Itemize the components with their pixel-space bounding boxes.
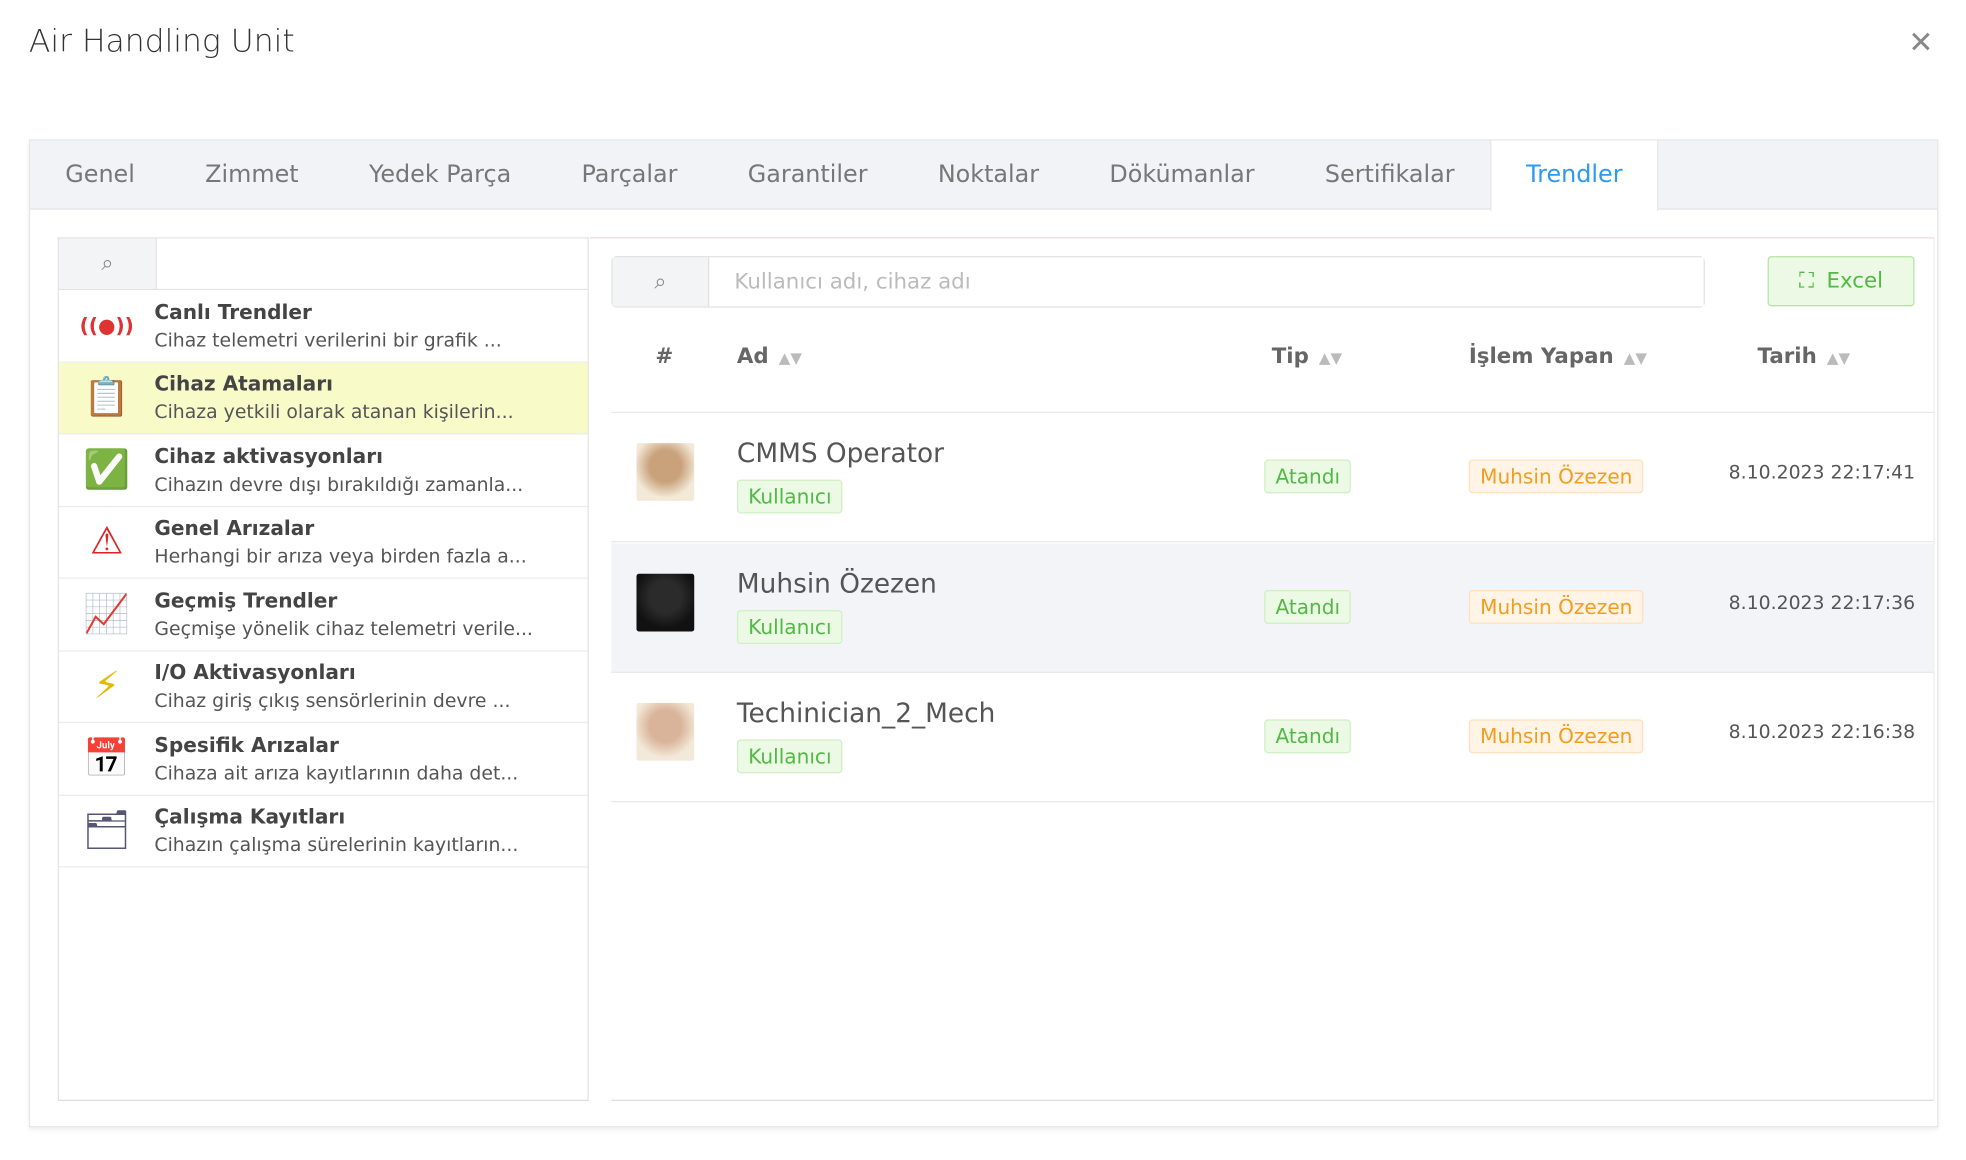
history-chart-icon: 📈 <box>83 592 131 637</box>
tab-noktalar[interactable]: Noktalar <box>937 160 1040 189</box>
assignment-document-icon: 📋 <box>83 375 131 420</box>
column-tarih[interactable]: Tarih ▲▼ <box>1758 344 1850 369</box>
search-box: ⌕ <box>611 256 1705 308</box>
excel-button[interactable]: ⛶ Excel <box>1767 256 1915 307</box>
sidebar-item-title: Canlı Trendler <box>154 299 312 324</box>
column-label: Tarih <box>1757 343 1817 370</box>
column-number: # <box>655 343 674 370</box>
role-badge: Kullanıcı <box>736 609 843 644</box>
sidebar-search: ⌕ <box>59 238 588 290</box>
table-row[interactable]: CMMS Operator Kullanıcı Atandı Muhsin Öz… <box>611 413 1934 543</box>
search-icon: ⌕ <box>59 238 157 289</box>
avatar <box>636 443 695 501</box>
sidebar-item[interactable]: 📅 Spesifik Arızalar Cihaza ait arıza kay… <box>59 723 588 796</box>
avatar <box>636 573 695 631</box>
sidebar-item[interactable]: ⚡ I/O Aktivasyonları Cihaz giriş çıkış s… <box>59 651 588 724</box>
role-badge: Kullanıcı <box>736 479 843 514</box>
user-name: Techinician_2_Mech <box>736 698 996 729</box>
sidebar-item-title: Spesifik Arızalar <box>154 732 339 757</box>
type-badge: Atandı <box>1264 719 1352 754</box>
sort-icon: ▲▼ <box>778 349 802 367</box>
sort-icon: ▲▼ <box>1623 349 1647 367</box>
sidebar-item[interactable]: ((●)) Canlı Trendler Cihaz telemetri ver… <box>59 290 588 363</box>
search-input[interactable] <box>709 257 1704 307</box>
role-badge: Kullanıcı <box>736 739 843 774</box>
sidebar-item-title: Çalışma Kayıtları <box>154 805 346 829</box>
column-label: İşlem Yapan <box>1468 343 1614 370</box>
user-name: Muhsin Özezen <box>736 568 937 599</box>
sidebar-item[interactable]: 📈 Geçmiş Trendler Geçmişe yönelik cihaz … <box>59 579 588 651</box>
avatar <box>636 703 695 761</box>
sort-icon: ▲▼ <box>1318 349 1343 367</box>
operator-badge: Muhsin Özezen <box>1468 589 1644 624</box>
table-bottom <box>611 1099 1934 1101</box>
folder-gear-icon: 🗂 <box>82 808 131 853</box>
date-cell: 8.10.2023 22:17:36 <box>1728 590 1916 614</box>
sidebar-item-desc: Herhangi bir arıza veya birden fazla a..… <box>154 545 527 568</box>
type-badge: Atandı <box>1264 459 1352 494</box>
column-tip[interactable]: Tip ▲▼ <box>1272 344 1342 369</box>
type-badge: Atandı <box>1264 589 1352 624</box>
warning-triangle-icon: ⚠ <box>89 520 124 564</box>
sidebar-item-title: Genel Arızalar <box>154 516 315 541</box>
sidebar-item[interactable]: 📋 Cihaz Atamaları Cihaza yetkili olarak … <box>59 362 588 435</box>
tab-sertifikalar[interactable]: Sertifikalar <box>1324 160 1455 189</box>
operator-badge: Muhsin Özezen <box>1468 719 1644 754</box>
column-islem-yapan[interactable]: İşlem Yapan ▲▼ <box>1469 344 1647 369</box>
sidebar-item[interactable]: ✅ Cihaz aktivasyonları Cihazın devre dış… <box>59 434 588 507</box>
live-signal-icon: ((●)) <box>79 313 134 338</box>
tab-trendler[interactable]: Trendler <box>1489 140 1659 211</box>
tab-garantiler[interactable]: Garantiler <box>747 160 868 189</box>
check-circle-icon: ✅ <box>83 447 131 492</box>
sidebar-item-title: Cihaz aktivasyonları <box>154 444 384 468</box>
sidebar-item-desc: Cihazın çalışma sürelerinin kayıtların..… <box>154 833 519 857</box>
column-label: Ad <box>736 343 769 370</box>
sidebar-item-title: I/O Aktivasyonları <box>154 660 356 685</box>
operator-badge: Muhsin Özezen <box>1468 459 1644 494</box>
table-row[interactable]: Techinician_2_Mech Kullanıcı Atandı Muhs… <box>611 673 1934 803</box>
sidebar-item-desc: Cihaza ait arıza kayıtlarının daha det..… <box>154 761 519 785</box>
dialog-title: Air Handling Unit <box>28 22 295 60</box>
sidebar-search-input[interactable] <box>156 238 588 289</box>
report-sidebar: ⌕ ((●)) Canlı Trendler Cihaz telemetri v… <box>57 237 589 1101</box>
sidebar-item-desc: Cihaz telemetri verilerini bir grafik ..… <box>154 328 502 352</box>
calendar-warning-icon: 📅 <box>83 736 131 781</box>
sidebar-item[interactable]: ⚠ Genel Arızalar Herhangi bir arıza veya… <box>59 507 588 579</box>
user-name: CMMS Operator <box>736 438 944 469</box>
sidebar-item-title: Cihaz Atamaları <box>154 371 333 396</box>
column-label: Tip <box>1271 343 1309 370</box>
close-icon[interactable]: ✕ <box>1908 25 1934 61</box>
sidebar-item[interactable]: 🗂 Çalışma Kayıtları Cihazın çalışma süre… <box>59 795 588 868</box>
tab-dokumanlar[interactable]: Dökümanlar <box>1109 160 1255 189</box>
dialog-panel: Genel Zimmet Yedek Parça Parçalar Garant… <box>28 139 1939 1128</box>
header-divider <box>611 411 1934 414</box>
main-content: ⌕ ⛶ Excel # Ad ▲▼ Tip ▲▼ İşlem Yapan ▲▼ Tar… <box>590 237 1935 1101</box>
tab-bar: Genel Zimmet Yedek Parça Parçalar Garant… <box>30 140 1938 211</box>
sidebar-item-desc: Geçmişe yönelik cihaz telemetri verile..… <box>154 617 533 640</box>
excel-icon: ⛶ <box>1799 268 1814 294</box>
sidebar-item-desc: Cihaza yetkili olarak atanan kişilerin..… <box>154 400 514 424</box>
sidebar-item-desc: Cihaz giriş çıkış sensörlerinin devre ..… <box>154 689 511 713</box>
sidebar-item-desc: Cihazın devre dışı bırakıldığı zamanla..… <box>154 472 524 496</box>
tab-yedek-parca[interactable]: Yedek Parça <box>368 160 512 189</box>
date-cell: 8.10.2023 22:17:41 <box>1728 460 1916 484</box>
sort-icon: ▲▼ <box>1826 349 1851 367</box>
table-row[interactable]: Muhsin Özezen Kullanıcı Atandı Muhsin Öz… <box>611 542 1934 673</box>
column-ad[interactable]: Ad ▲▼ <box>737 344 802 369</box>
tab-genel[interactable]: Genel <box>65 160 135 189</box>
sidebar-item-title: Geçmiş Trendler <box>154 588 338 613</box>
excel-label: Excel <box>1826 268 1884 294</box>
date-cell: 8.10.2023 22:16:38 <box>1728 720 1916 744</box>
tab-parcalar[interactable]: Parçalar <box>581 160 678 189</box>
lightning-icon: ⚡ <box>93 664 120 709</box>
search-icon: ⌕ <box>612 257 710 307</box>
tab-zimmet[interactable]: Zimmet <box>205 160 299 189</box>
